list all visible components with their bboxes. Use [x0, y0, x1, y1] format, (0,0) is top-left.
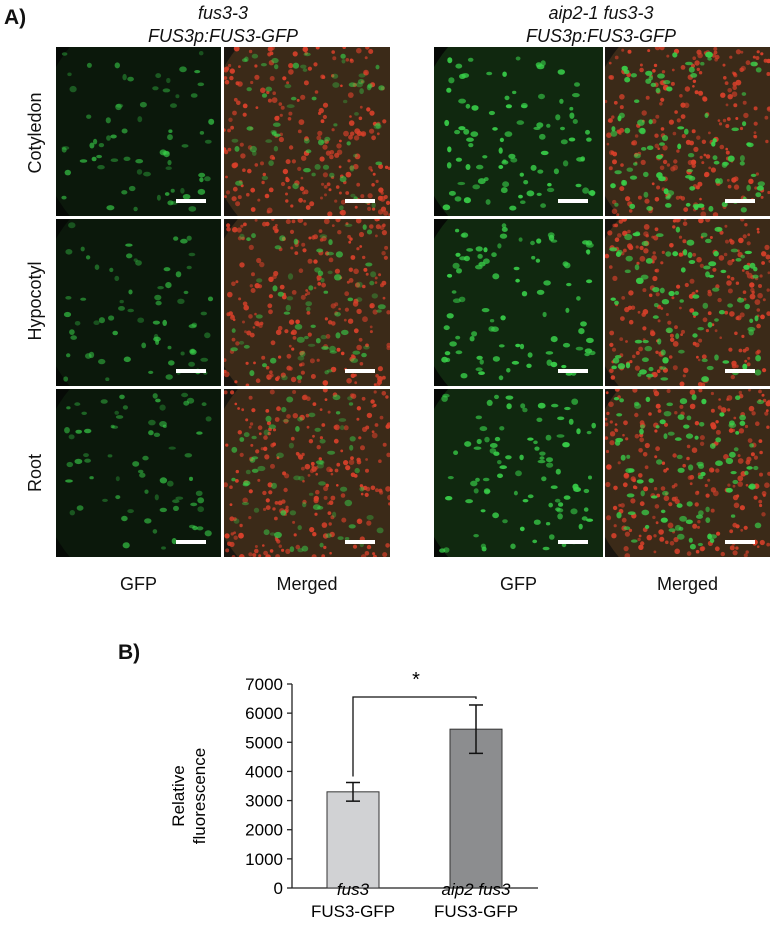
- micrograph-hypocotyl-gfp-right: [434, 219, 603, 386]
- x-tick-label-2-line1: aip2 fus3: [442, 880, 512, 899]
- row-label-hypocotyl: Hypocotyl: [25, 261, 45, 341]
- x-tick-label-1-line1: fus3: [337, 880, 370, 899]
- col-label-gfp-right: GFP: [499, 574, 537, 594]
- y-axis-label-line2: fluorescence: [190, 748, 209, 844]
- significance-bracket: [352, 696, 477, 777]
- micrograph-cotyledon-merged-left: [224, 47, 390, 216]
- micrograph-root-merged-right: [605, 389, 770, 557]
- col-label-merged-right: Merged: [656, 574, 719, 594]
- scale-bar: [558, 369, 588, 373]
- y-tick-label: 6000: [245, 704, 283, 723]
- micrograph-root-gfp-left: [56, 389, 221, 557]
- group-right-construct: FUS3p:FUS3-GFP: [525, 26, 677, 46]
- scale-bar: [725, 199, 755, 203]
- y-tick-label: 5000: [245, 733, 283, 752]
- x-tick-label-2-line2: FUS3-GFP: [434, 902, 518, 921]
- y-axis-label-line1: Relative: [169, 765, 188, 826]
- significance-asterisk: *: [412, 669, 420, 691]
- micrograph-cotyledon-merged-right: [605, 47, 770, 216]
- row-label-root: Root: [25, 453, 45, 493]
- micrograph-hypocotyl-merged-right: [605, 219, 770, 386]
- scale-bar: [345, 540, 375, 544]
- y-tick-label: 1000: [245, 850, 283, 869]
- group-right-genotype: aip2-1 fus3-3: [548, 3, 654, 23]
- micrograph-root-merged-left: [224, 389, 390, 557]
- panel-a-label: A): [4, 6, 27, 29]
- y-tick-label: 7000: [245, 675, 283, 694]
- col-label-merged-left: Merged: [276, 574, 338, 594]
- col-label-gfp-left: GFP: [119, 574, 157, 594]
- micrograph-cotyledon-gfp-right: [434, 47, 603, 216]
- micrograph-hypocotyl-merged-left: [224, 219, 390, 386]
- scale-bar: [345, 369, 375, 373]
- row-label-cotyledon: Cotyledon: [25, 92, 45, 174]
- scale-bar: [176, 369, 206, 373]
- y-tick-label: 3000: [245, 792, 283, 811]
- y-tick-label: 0: [274, 879, 283, 898]
- group-title-left: fus3-3 FUS3p:FUS3-GFP: [56, 2, 390, 48]
- scale-bar: [558, 199, 588, 203]
- scale-bar: [345, 199, 375, 203]
- x-tick-label-1-line2: FUS3-GFP: [311, 902, 395, 921]
- y-tick-label: 4000: [245, 762, 283, 781]
- bar-2: [449, 728, 503, 889]
- group-left-genotype: fus3-3: [197, 3, 249, 23]
- scale-bar: [558, 540, 588, 544]
- group-left-construct: FUS3p:FUS3-GFP: [147, 26, 299, 46]
- scale-bar: [176, 199, 206, 203]
- scale-bar: [725, 540, 755, 544]
- micrograph-root-gfp-right: [434, 389, 603, 557]
- y-tick-label: 2000: [245, 821, 283, 840]
- micrograph-hypocotyl-gfp-left: [56, 219, 221, 386]
- panel-b-label: B): [118, 641, 141, 664]
- scale-bar: [176, 540, 206, 544]
- bar-1: [326, 791, 380, 889]
- scale-bar: [725, 369, 755, 373]
- micrograph-cotyledon-gfp-left: [56, 47, 221, 216]
- bar-chart: Relative fluorescence 0 1000 2000 3000 4000 5…: [169, 669, 538, 921]
- group-title-right: aip2-1 fus3-3 FUS3p:FUS3-GFP: [434, 2, 768, 48]
